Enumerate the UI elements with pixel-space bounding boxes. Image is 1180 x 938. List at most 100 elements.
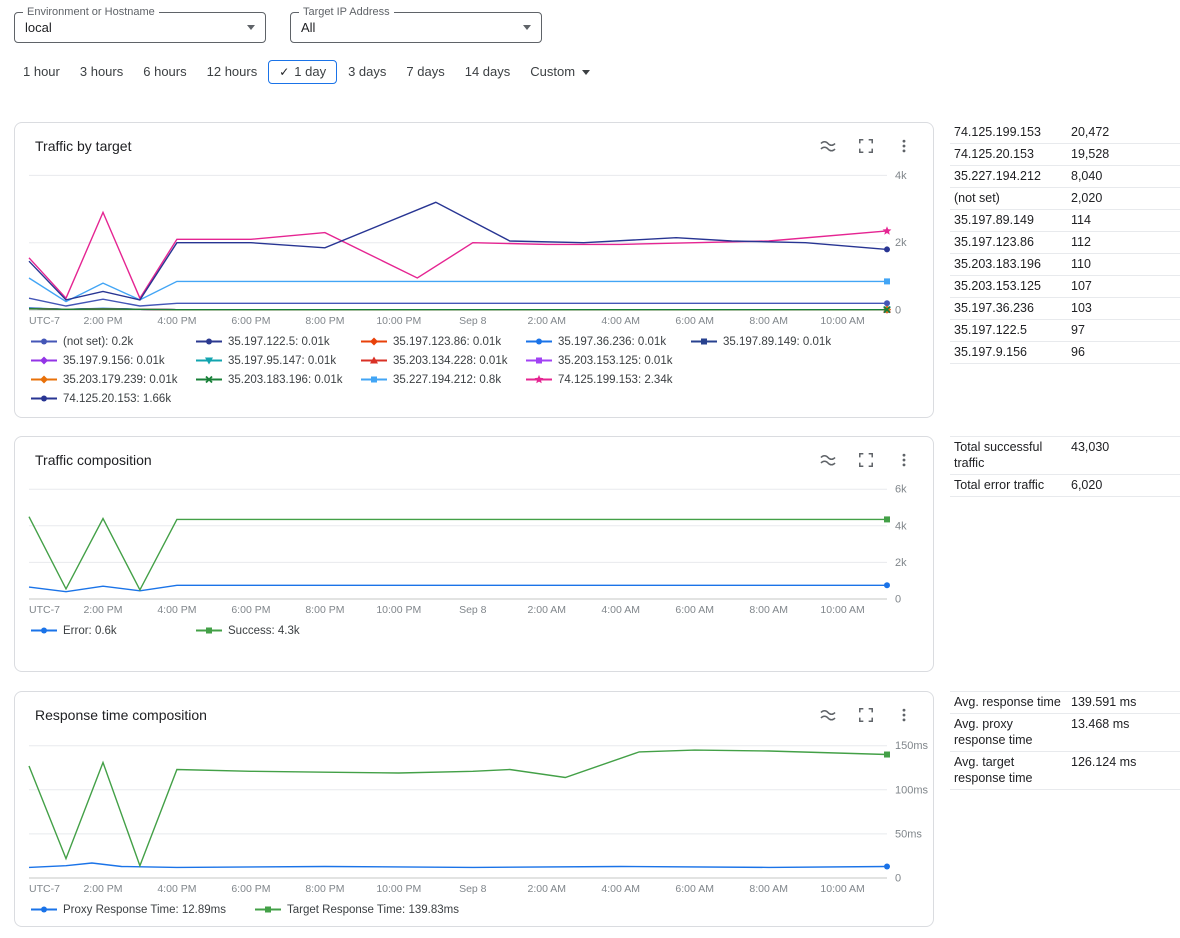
legend-item-35-203-183-196[interactable]: 35.203.183.196: 0.01k <box>196 374 361 386</box>
legend-item-35-203-153-125[interactable]: 35.203.153.125: 0.01k <box>526 355 691 367</box>
legend-item-35-197-36-236[interactable]: 35.197.36.236: 0.01k <box>526 336 691 348</box>
legend-swatch-icon <box>31 375 57 384</box>
legend-label: 35.197.36.236: 0.01k <box>558 335 667 348</box>
legend-swatch-icon <box>361 337 387 346</box>
legend-item-35-197-123-86[interactable]: 35.197.123.86: 0.01k <box>361 336 526 348</box>
legend-item-74-125-199-153[interactable]: 74.125.199.153: 2.34k <box>526 374 691 386</box>
time-range-custom-dropdown[interactable]: Custom <box>521 60 599 84</box>
x-axis-label: Sep 8 <box>459 604 487 616</box>
row-value: 107 <box>1071 279 1092 293</box>
legend-label: 35.203.134.228: 0.01k <box>393 354 508 367</box>
x-axis-label: 8:00 AM <box>749 604 788 616</box>
row-value: 20,472 <box>1071 125 1110 139</box>
fullscreen-icon[interactable] <box>857 706 875 724</box>
legend-item--not-set-[interactable]: (not set): 0.2k <box>31 336 196 348</box>
row-label: 35.197.122.5 <box>954 323 1027 337</box>
chart-style-toggle-icon[interactable] <box>819 451 837 469</box>
legend-row: Proxy Response Time: 12.89ms Target Respo… <box>31 900 933 919</box>
time-range-1-hour[interactable]: 1 hour <box>14 60 69 84</box>
fullscreen-icon[interactable] <box>857 451 875 469</box>
time-range-6-hours[interactable]: 6 hours <box>134 60 195 84</box>
legend-label: 35.197.122.5: 0.01k <box>228 335 330 348</box>
x-axis-label: 2:00 PM <box>83 604 122 616</box>
legend-item-35-197-9-156[interactable]: 35.197.9.156: 0.01k <box>31 355 196 367</box>
row-label: (not set) <box>954 191 1000 205</box>
environment-select[interactable]: Environment or Hostname local <box>14 6 266 43</box>
row-label: 35.203.153.125 <box>954 279 1041 293</box>
legend-swatch-icon <box>196 357 222 365</box>
legend-label: 74.125.199.153: 2.34k <box>558 373 673 386</box>
chart-style-toggle-icon[interactable] <box>819 706 837 724</box>
legend-item-35-203-134-228[interactable]: 35.203.134.228: 0.01k <box>361 355 526 367</box>
x-axis-label: 4:00 PM <box>157 315 196 327</box>
time-range-options: 1 hour 3 hours 6 hours 12 hours ✓ 1 day 3 days… <box>14 60 521 84</box>
x-axis-label: 10:00 AM <box>820 604 864 616</box>
legend-item-35-197-89-149[interactable]: 35.197.89.149: 0.01k <box>691 336 856 348</box>
legend-item-35-197-95-147[interactable]: 35.197.95.147: 0.01k <box>196 355 361 367</box>
time-range-7-days[interactable]: 7 days <box>397 60 453 84</box>
time-range-12-hours[interactable]: 12 hours <box>198 60 267 84</box>
row-value: 96 <box>1071 345 1085 359</box>
table-row: Total successful traffic 43,030 <box>950 437 1180 475</box>
legend-marker <box>40 356 48 365</box>
legend-item-35-227-194-212[interactable]: 35.227.194.212: 0.8k <box>361 374 526 386</box>
legend-item-74-125-20-153[interactable]: 74.125.20.153: 1.66k <box>31 393 196 405</box>
more-options-icon[interactable] <box>895 706 913 724</box>
traffic-by-target-totals-table: 74.125.199.153 20,472 74.125.20.153 19,528 3… <box>950 122 1180 364</box>
x-axis-label: Sep 8 <box>459 315 487 327</box>
response-time-composition-legend: Proxy Response Time: 12.89ms Target Respo… <box>15 899 933 919</box>
legend-item-proxy-response-time[interactable]: Proxy Response Time: 12.89ms <box>31 904 255 916</box>
more-options-icon[interactable] <box>895 137 913 155</box>
x-axis-label: 6:00 AM <box>675 883 714 895</box>
legend-label: 35.203.179.239: 0.01k <box>63 373 178 386</box>
x-axis-label: 2:00 AM <box>528 604 567 616</box>
legend-swatch-icon <box>526 338 552 345</box>
card-title: Traffic composition <box>35 452 152 468</box>
table-row: Avg. target response time 126.124 ms <box>950 752 1180 790</box>
fullscreen-icon[interactable] <box>857 137 875 155</box>
stats-column: 74.125.199.153 20,472 74.125.20.153 19,528 3… <box>950 122 1180 932</box>
series-line-success <box>28 516 887 592</box>
target-ip-select[interactable]: Target IP Address All <box>290 6 542 43</box>
chart-style-toggle-icon[interactable] <box>819 137 837 155</box>
series-endpoint-marker <box>884 863 890 870</box>
y-axis-label: 6k <box>895 484 907 496</box>
traffic-composition-chart: 0 2k 4k 6k UTC-7 2:00 PM 4:00 PM 6:00 PM 8:00 PM… <box>15 475 933 620</box>
row-value: 2,020 <box>1071 191 1103 205</box>
charts-column: Traffic by target 0 2k 4k UTC-7 2:00 PM 4:00 … <box>14 122 934 927</box>
legend-swatch-icon <box>691 338 717 345</box>
legend-swatch-icon <box>31 338 57 345</box>
time-range-3-days[interactable]: 3 days <box>339 60 395 84</box>
row-label: 35.203.183.196 <box>954 257 1041 271</box>
legend-label: Success: 4.3k <box>228 624 300 637</box>
x-axis-label: 2:00 PM <box>83 315 122 327</box>
legend-item-target-response-time[interactable]: Target Response Time: 139.83ms <box>255 904 479 916</box>
time-range-14-days[interactable]: 14 days <box>456 60 520 84</box>
legend-item-error[interactable]: Error: 0.6k <box>31 625 196 637</box>
x-axis-label: 6:00 PM <box>231 604 270 616</box>
time-range-label: 3 hours <box>79 64 124 79</box>
legend-row: 35.203.179.239: 0.01k 35.203.183.196: 0.0… <box>31 370 933 389</box>
series-line-74-125-199-153 <box>28 210 888 300</box>
legend-row: (not set): 0.2k 35.197.122.5: 0.01k 35.197… <box>31 332 933 351</box>
legend-marker <box>536 357 542 364</box>
dropdown-arrow-icon <box>523 25 531 30</box>
legend-item-success[interactable]: Success: 4.3k <box>196 625 361 637</box>
x-axis-label: 8:00 PM <box>305 604 344 616</box>
more-options-icon[interactable] <box>895 451 913 469</box>
row-value: 43,030 <box>1071 440 1110 454</box>
row-value: 110 <box>1071 257 1091 271</box>
legend-item-35-203-179-239[interactable]: 35.203.179.239: 0.01k <box>31 374 196 386</box>
table-row: Total error traffic 6,020 <box>950 475 1180 497</box>
row-value: 19,528 <box>1071 147 1110 161</box>
x-axis-label: 8:00 PM <box>305 883 344 895</box>
row-value: 13.468 ms <box>1071 717 1130 731</box>
traffic-by-target-legend: (not set): 0.2k 35.197.122.5: 0.01k 35.197… <box>15 331 933 408</box>
time-range-1-day[interactable]: ✓ 1 day <box>268 60 338 84</box>
time-range-3-hours[interactable]: 3 hours <box>71 60 132 84</box>
target-ip-select-value: All <box>301 20 316 35</box>
x-axis-label: 8:00 PM <box>305 315 344 327</box>
time-range-label: 14 days <box>464 64 511 79</box>
legend-item-35-197-122-5[interactable]: 35.197.122.5: 0.01k <box>196 336 361 348</box>
table-row: (not set) 2,020 <box>950 188 1180 210</box>
